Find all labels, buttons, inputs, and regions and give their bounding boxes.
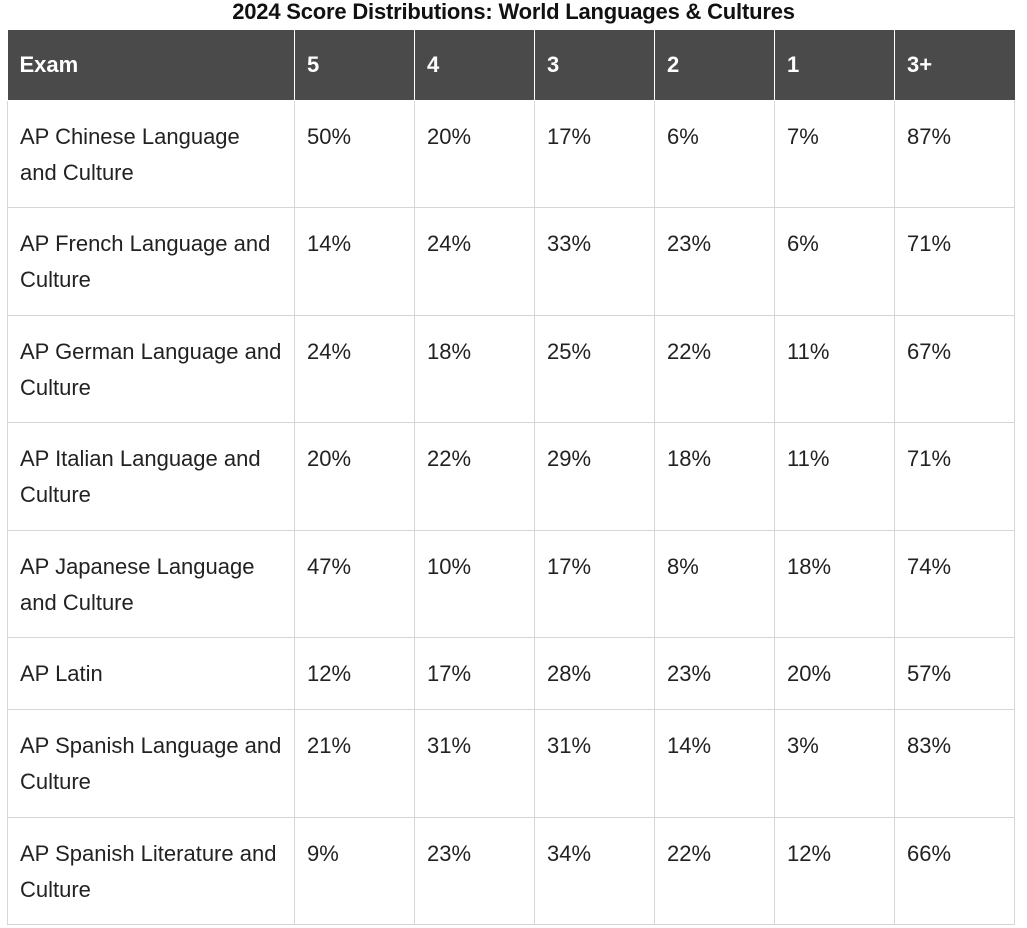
- score-4-cell: 22%: [414, 422, 535, 531]
- exam-name-cell: AP Japanese Language and Culture: [7, 529, 295, 638]
- score-3-cell: 31%: [534, 709, 655, 818]
- score-1-cell: 20%: [774, 637, 895, 710]
- score-2-cell: 23%: [654, 637, 775, 710]
- table-row: AP Latin 12% 17% 28% 23% 20% 57%: [7, 637, 1015, 710]
- score-5-cell: 20%: [294, 422, 415, 531]
- score-3-plus-cell: 71%: [894, 422, 1015, 531]
- table-row: AP French Language and Culture 14% 24% 3…: [7, 207, 1015, 316]
- score-4-cell: 18%: [414, 314, 535, 423]
- score-5-cell: 47%: [294, 529, 415, 638]
- exam-name-cell: AP Spanish Language and Culture: [7, 709, 295, 818]
- score-5-cell: 21%: [294, 709, 415, 818]
- table-caption: 2024 Score Distributions: World Language…: [232, 0, 795, 24]
- score-4-cell: 24%: [414, 207, 535, 316]
- score-4-cell: 17%: [414, 637, 535, 710]
- header-score-1: 1: [774, 30, 895, 101]
- exam-name-cell: AP Italian Language and Culture: [7, 422, 295, 531]
- score-1-cell: 11%: [774, 422, 895, 531]
- header-row: Exam 5 4 3 2 1 3+: [7, 30, 1015, 101]
- score-3-cell: 17%: [534, 99, 655, 208]
- score-3-plus-cell: 87%: [894, 99, 1015, 208]
- score-4-cell: 20%: [414, 99, 535, 208]
- score-4-cell: 10%: [414, 529, 535, 638]
- score-5-cell: 24%: [294, 314, 415, 423]
- score-3-cell: 17%: [534, 529, 655, 638]
- score-2-cell: 18%: [654, 422, 775, 531]
- score-1-cell: 18%: [774, 529, 895, 638]
- table-row: AP Japanese Language and Culture 47% 10%…: [7, 529, 1015, 638]
- score-1-cell: 3%: [774, 709, 895, 818]
- score-3-plus-cell: 67%: [894, 314, 1015, 423]
- exam-name-cell: AP Latin: [7, 637, 295, 710]
- score-3-plus-cell: 83%: [894, 709, 1015, 818]
- score-5-cell: 50%: [294, 99, 415, 208]
- table-header: Exam 5 4 3 2 1 3+: [7, 30, 1015, 101]
- score-2-cell: 22%: [654, 314, 775, 423]
- score-distribution-table: Exam 5 4 3 2 1 3+ AP Chinese Language an…: [7, 30, 1015, 925]
- score-2-cell: 14%: [654, 709, 775, 818]
- score-5-cell: 12%: [294, 637, 415, 710]
- score-3-plus-cell: 66%: [894, 816, 1015, 925]
- table-row: AP Italian Language and Culture 20% 22% …: [7, 422, 1015, 531]
- score-3-cell: 33%: [534, 207, 655, 316]
- header-score-4: 4: [414, 30, 535, 101]
- header-score-5: 5: [294, 30, 415, 101]
- score-3-cell: 25%: [534, 314, 655, 423]
- score-4-cell: 31%: [414, 709, 535, 818]
- table-row: AP Spanish Literature and Culture 9% 23%…: [7, 816, 1015, 925]
- score-2-cell: 23%: [654, 207, 775, 316]
- score-2-cell: 6%: [654, 99, 775, 208]
- table-row: AP German Language and Culture 24% 18% 2…: [7, 314, 1015, 423]
- header-score-2: 2: [654, 30, 775, 101]
- score-3-plus-cell: 57%: [894, 637, 1015, 710]
- header-score-3-plus: 3+: [894, 30, 1015, 101]
- score-5-cell: 14%: [294, 207, 415, 316]
- score-3-cell: 28%: [534, 637, 655, 710]
- header-exam: Exam: [7, 30, 295, 101]
- score-2-cell: 22%: [654, 816, 775, 925]
- score-2-cell: 8%: [654, 529, 775, 638]
- table-row: AP Chinese Language and Culture 50% 20% …: [7, 99, 1015, 208]
- score-4-cell: 23%: [414, 816, 535, 925]
- score-3-cell: 29%: [534, 422, 655, 531]
- score-3-plus-cell: 71%: [894, 207, 1015, 316]
- score-5-cell: 9%: [294, 816, 415, 925]
- exam-name-cell: AP Spanish Literature and Culture: [7, 816, 295, 925]
- score-1-cell: 11%: [774, 314, 895, 423]
- exam-name-cell: AP French Language and Culture: [7, 207, 295, 316]
- exam-name-cell: AP Chinese Language and Culture: [7, 99, 295, 208]
- score-3-cell: 34%: [534, 816, 655, 925]
- header-score-3: 3: [534, 30, 655, 101]
- score-1-cell: 6%: [774, 207, 895, 316]
- table-body: AP Chinese Language and Culture 50% 20% …: [7, 99, 1015, 925]
- score-1-cell: 7%: [774, 99, 895, 208]
- exam-name-cell: AP German Language and Culture: [7, 314, 295, 423]
- score-3-plus-cell: 74%: [894, 529, 1015, 638]
- table-row: AP Spanish Language and Culture 21% 31% …: [7, 709, 1015, 818]
- score-1-cell: 12%: [774, 816, 895, 925]
